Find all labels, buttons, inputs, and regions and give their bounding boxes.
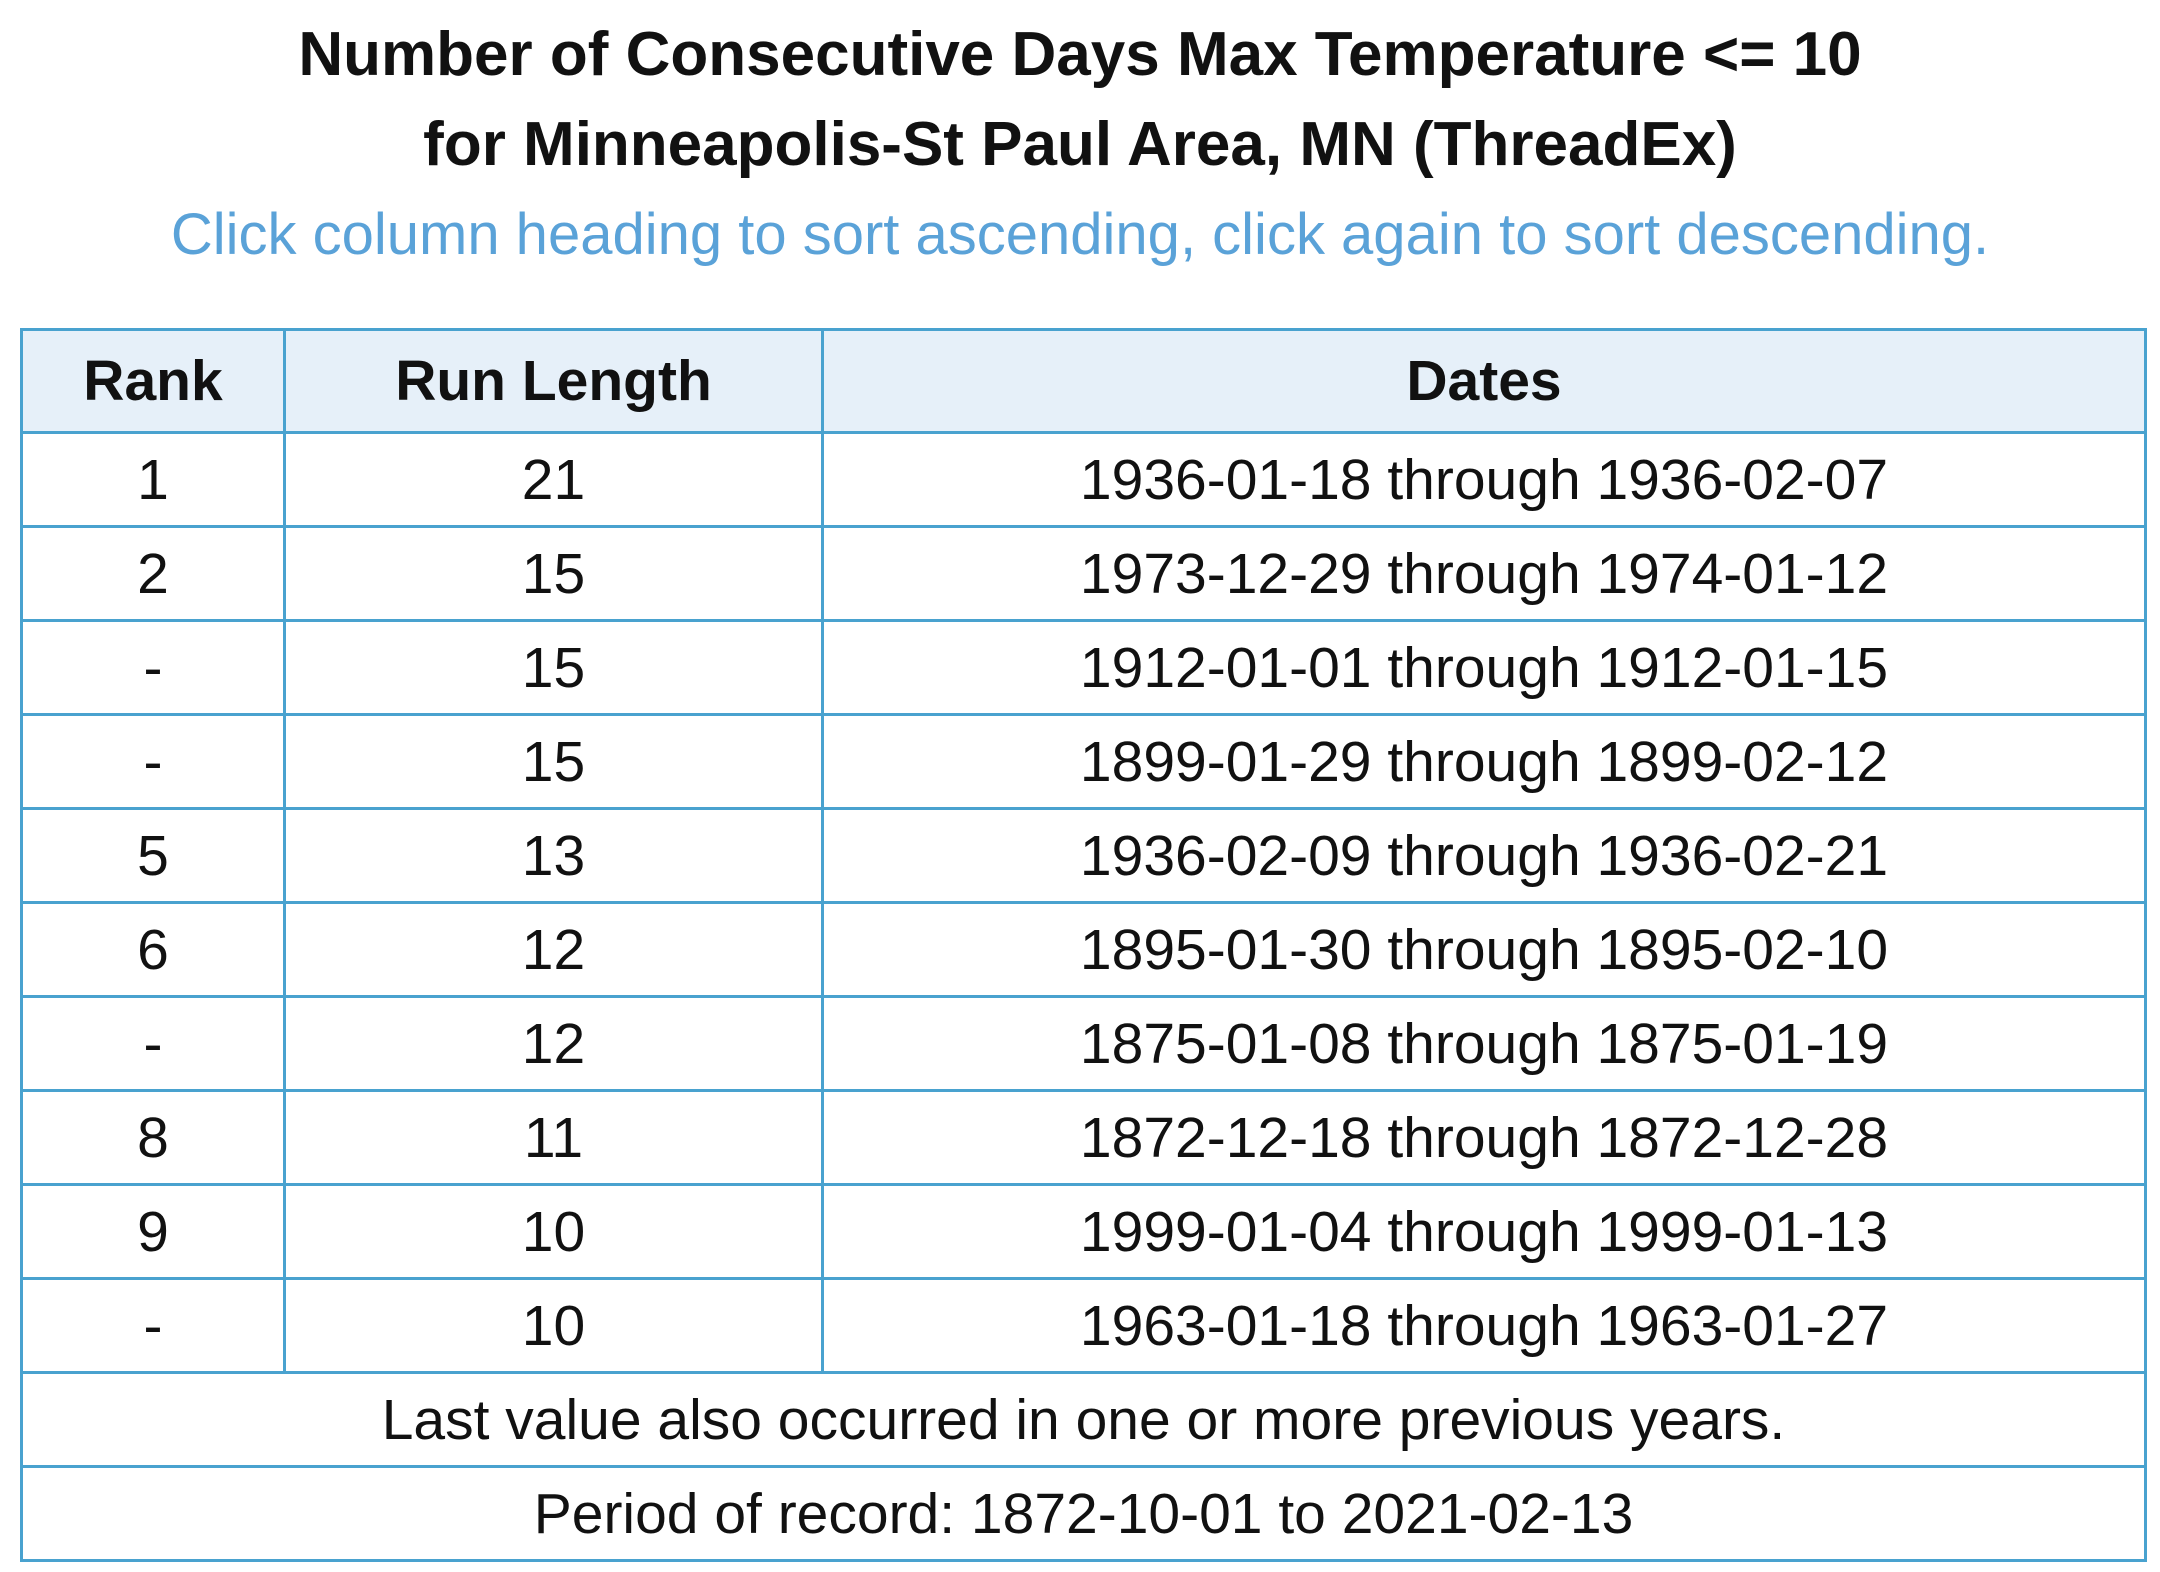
- column-header-dates[interactable]: Dates: [821, 328, 2147, 434]
- rank-cell: -: [20, 619, 286, 716]
- rank-cell: -: [20, 995, 286, 1092]
- header-row: Rank Run Length Dates: [20, 328, 2147, 434]
- dates-cell: 1999-01-04 through 1999-01-13: [821, 1183, 2147, 1280]
- run-length-cell: 21: [283, 431, 824, 528]
- run-length-cell: 10: [283, 1277, 824, 1374]
- column-header-rank[interactable]: Rank: [20, 328, 286, 434]
- run-length-cell: 15: [283, 525, 824, 622]
- table-row: 9 10 1999-01-04 through 1999-01-13: [20, 1183, 2147, 1280]
- run-length-cell: 12: [283, 901, 824, 998]
- rank-cell: 9: [20, 1183, 286, 1280]
- table-row: 8 11 1872-12-18 through 1872-12-28: [20, 1089, 2147, 1186]
- run-length-cell: 13: [283, 807, 824, 904]
- period-of-record: Period of record: 1872-10-01 to 2021-02-…: [20, 1465, 2147, 1562]
- dates-cell: 1899-01-29 through 1899-02-12: [821, 713, 2147, 810]
- rank-cell: 2: [20, 525, 286, 622]
- run-length-cell: 11: [283, 1089, 824, 1186]
- dates-cell: 1895-01-30 through 1895-02-10: [821, 901, 2147, 998]
- dates-cell: 1912-01-01 through 1912-01-15: [821, 619, 2147, 716]
- rank-cell: 5: [20, 807, 286, 904]
- rank-cell: 1: [20, 431, 286, 528]
- run-length-cell: 15: [283, 619, 824, 716]
- dates-cell: 1936-02-09 through 1936-02-21: [821, 807, 2147, 904]
- table-row: 2 15 1973-12-29 through 1974-01-12: [20, 525, 2147, 622]
- rank-cell: 8: [20, 1089, 286, 1186]
- dates-cell: 1963-01-18 through 1963-01-27: [821, 1277, 2147, 1374]
- footnote-row: Last value also occurred in one or more …: [20, 1371, 2147, 1468]
- dates-cell: 1875-01-08 through 1875-01-19: [821, 995, 2147, 1092]
- title-line-1: Number of Consecutive Days Max Temperatu…: [298, 20, 1862, 89]
- table-row: -12 1875-01-08 through 1875-01-19: [20, 995, 2147, 1092]
- run-length-cell: 15: [283, 713, 824, 810]
- title-line-2: for Minneapolis-St Paul Area, MN (Thread…: [423, 110, 1737, 179]
- rank-cell: -: [20, 1277, 286, 1374]
- table-row: 5 13 1936-02-09 through 1936-02-21: [20, 807, 2147, 904]
- run-length-cell: 12: [283, 995, 824, 1092]
- sort-instructions: Click column heading to sort ascending, …: [170, 202, 1990, 267]
- dates-cell: 1936-01-18 through 1936-02-07: [821, 431, 2147, 528]
- footnote: Last value also occurred in one or more …: [20, 1371, 2147, 1468]
- table-row: -15 1899-01-29 through 1899-02-12: [20, 713, 2147, 810]
- dates-cell: 1872-12-18 through 1872-12-28: [821, 1089, 2147, 1186]
- rank-cell: -: [20, 713, 286, 810]
- rank-cell: 6: [20, 901, 286, 998]
- column-header-run-length[interactable]: Run Length: [283, 328, 824, 434]
- page-title: Number of Consecutive Days Max Temperatu…: [0, 0, 2160, 190]
- table-row: -10 1963-01-18 through 1963-01-27: [20, 1277, 2147, 1374]
- run-length-cell: 10: [283, 1183, 824, 1280]
- table-row: 1 21 1936-01-18 through 1936-02-07: [20, 431, 2147, 528]
- runs-table: Rank Run Length Dates 1 21 1936-01-18 thro…: [20, 328, 2147, 1562]
- dates-cell: 1973-12-29 through 1974-01-12: [821, 525, 2147, 622]
- table-row: -15 1912-01-01 through 1912-01-15: [20, 619, 2147, 716]
- table-row: 6 12 1895-01-30 through 1895-02-10: [20, 901, 2147, 998]
- period-row: Period of record: 1872-10-01 to 2021-02-…: [20, 1465, 2147, 1562]
